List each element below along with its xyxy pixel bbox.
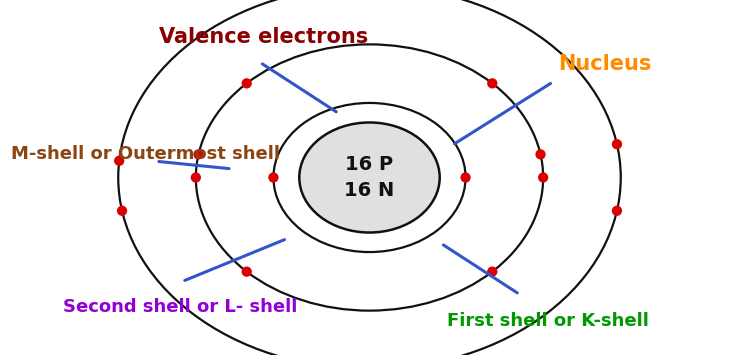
Point: [537, 175, 549, 180]
Point: [241, 269, 253, 274]
Point: [611, 208, 623, 214]
Point: [268, 175, 279, 180]
Point: [534, 152, 546, 157]
Point: [486, 81, 498, 86]
Point: [486, 269, 498, 274]
Ellipse shape: [299, 122, 440, 233]
Text: Nucleus: Nucleus: [558, 54, 651, 74]
Point: [193, 152, 205, 157]
Text: First shell or K-shell: First shell or K-shell: [447, 312, 649, 330]
Point: [116, 208, 128, 214]
Text: Second shell or L- shell: Second shell or L- shell: [63, 298, 297, 316]
Point: [611, 141, 623, 147]
Text: M-shell or Outermost shell: M-shell or Outermost shell: [11, 146, 280, 163]
Point: [241, 81, 253, 86]
Text: 16 P
16 N: 16 P 16 N: [344, 155, 395, 200]
Point: [113, 158, 125, 164]
Point: [190, 175, 202, 180]
Text: Valence electrons: Valence electrons: [159, 27, 368, 47]
Point: [460, 175, 471, 180]
